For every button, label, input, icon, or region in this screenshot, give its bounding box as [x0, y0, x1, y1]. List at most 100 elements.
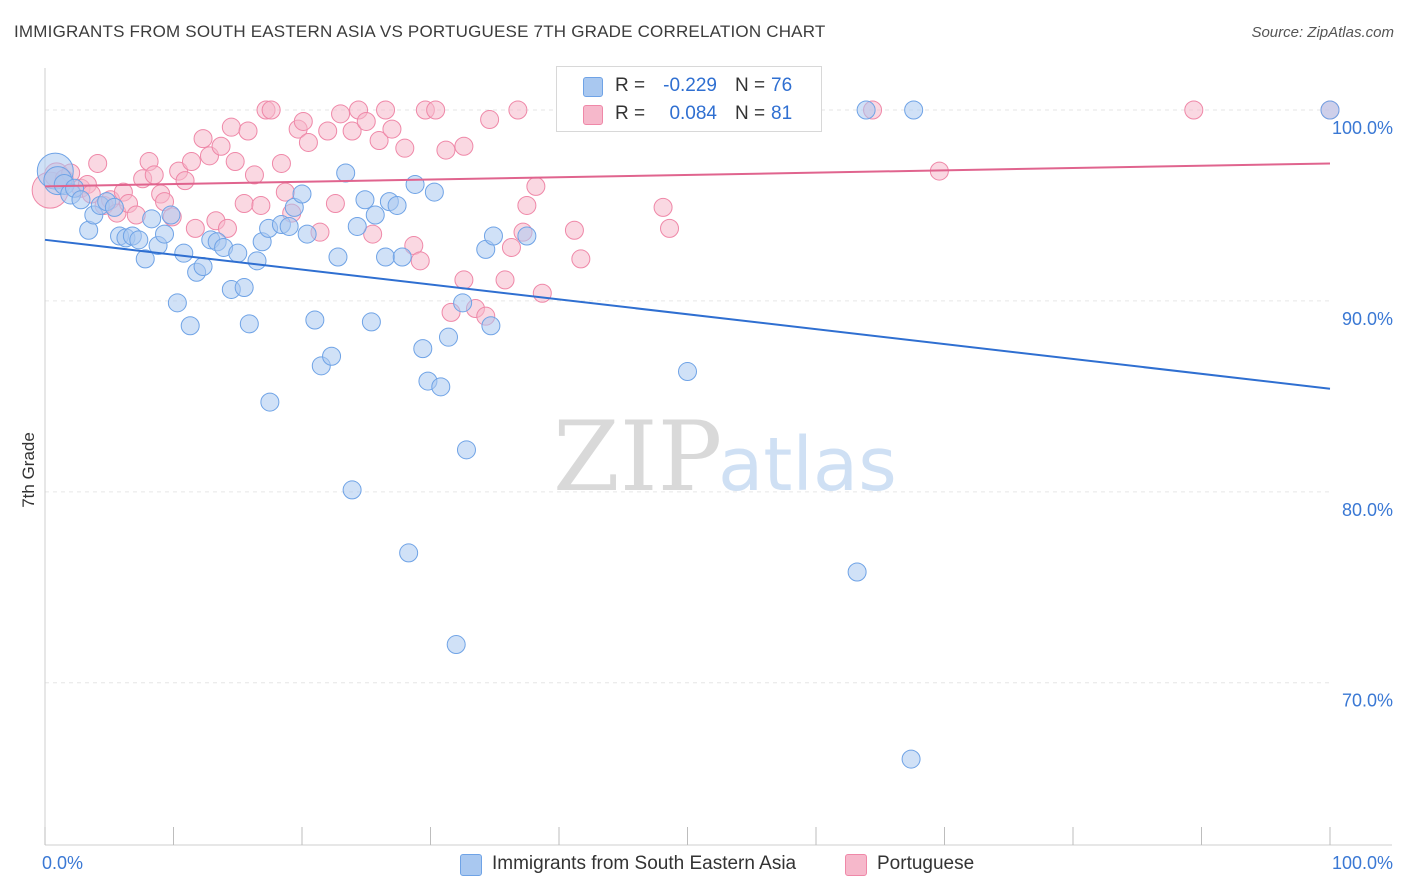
- point-portuguese: [426, 100, 446, 120]
- point-immigrants: [901, 749, 921, 769]
- point-immigrants: [260, 392, 280, 412]
- legend-n-label: N =: [735, 75, 766, 96]
- source-note: Source: ZipAtlas.com: [1251, 24, 1394, 41]
- point-portuguese: [480, 110, 500, 130]
- trendline-portuguese: [44, 162, 1331, 188]
- point-immigrants: [446, 635, 466, 655]
- point-immigrants: [376, 247, 396, 267]
- legend-swatch-pink: [845, 854, 867, 876]
- point-immigrants: [438, 327, 458, 347]
- point-portuguese: [221, 117, 241, 137]
- point-portuguese: [395, 138, 415, 158]
- point-immigrants: [297, 224, 317, 244]
- point-immigrants: [336, 163, 356, 183]
- point-immigrants: [847, 562, 867, 582]
- point-immigrants: [239, 314, 259, 334]
- point-immigrants: [322, 346, 342, 366]
- legend-item-immigrants[interactable]: Immigrants from South Eastern Asia: [460, 852, 820, 876]
- point-portuguese: [293, 111, 313, 131]
- x-tick-label: 0.0%: [42, 853, 83, 873]
- point-immigrants: [328, 247, 348, 267]
- point-immigrants: [135, 249, 155, 269]
- point-portuguese: [517, 195, 537, 215]
- point-immigrants: [71, 190, 91, 210]
- point-portuguese: [410, 251, 430, 271]
- point-portuguese: [211, 136, 231, 156]
- point-immigrants: [365, 205, 385, 225]
- point-portuguese: [318, 121, 338, 141]
- point-portuguese: [508, 100, 528, 120]
- point-portuguese: [1184, 100, 1204, 120]
- point-portuguese: [88, 153, 108, 173]
- point-immigrants: [174, 243, 194, 263]
- legend-label-immigrants: Immigrants from South Eastern Asia: [492, 853, 797, 874]
- point-immigrants: [142, 209, 162, 229]
- series-legend: Immigrants from South Eastern Asia Portu…: [0, 852, 1406, 878]
- point-portuguese: [356, 111, 376, 131]
- point-immigrants: [247, 251, 267, 271]
- y-tick-label: 70.0%: [1342, 691, 1393, 711]
- point-immigrants: [405, 174, 425, 194]
- point-portuguese: [454, 136, 474, 156]
- trendline-immigrants: [44, 238, 1331, 390]
- point-portuguese: [564, 220, 584, 240]
- point-immigrants: [399, 543, 419, 563]
- point-portuguese: [217, 218, 237, 238]
- correlation-legend: R = -0.229 N = 76 R = 0.084 N = 81: [556, 66, 822, 132]
- point-portuguese: [181, 152, 201, 172]
- point-immigrants: [155, 224, 175, 244]
- point-portuguese: [369, 131, 389, 151]
- legend-swatch-blue: [583, 77, 603, 97]
- point-immigrants: [279, 216, 299, 236]
- point-immigrants: [453, 293, 473, 313]
- point-portuguese: [234, 194, 254, 214]
- point-immigrants: [305, 310, 325, 330]
- point-portuguese: [298, 132, 318, 152]
- point-portuguese: [454, 270, 474, 290]
- point-immigrants: [347, 216, 367, 236]
- y-tick-label: 90.0%: [1342, 309, 1393, 329]
- point-immigrants: [234, 278, 254, 298]
- y-tick-label: 100.0%: [1332, 118, 1393, 138]
- point-immigrants: [904, 100, 924, 120]
- point-immigrants: [483, 226, 503, 246]
- point-immigrants: [856, 100, 876, 120]
- point-portuguese: [251, 195, 271, 215]
- point-immigrants: [424, 182, 444, 202]
- point-portuguese: [271, 153, 291, 173]
- point-portuguese: [238, 121, 258, 141]
- legend-row-pink: R = 0.084 N = 81: [557, 101, 821, 129]
- point-portuguese: [571, 249, 591, 269]
- point-portuguese: [382, 119, 402, 139]
- point-immigrants: [167, 293, 187, 313]
- point-immigrants: [292, 184, 312, 204]
- point-immigrants: [517, 226, 537, 246]
- point-immigrants: [431, 377, 451, 397]
- point-immigrants: [678, 362, 697, 382]
- point-immigrants: [456, 440, 476, 460]
- point-immigrants: [180, 316, 200, 336]
- y-tick-label: 80.0%: [1342, 500, 1393, 520]
- legend-r-value: -0.229: [663, 75, 717, 96]
- point-immigrants: [161, 205, 181, 225]
- point-portuguese: [193, 129, 213, 149]
- point-immigrants: [392, 247, 412, 267]
- point-portuguese: [363, 224, 383, 244]
- point-portuguese: [653, 197, 673, 217]
- legend-n-value: 76: [771, 75, 793, 96]
- point-immigrants: [1320, 100, 1340, 120]
- point-portuguese: [331, 104, 351, 124]
- watermark: ZIP atlas: [553, 401, 897, 513]
- legend-r-label: R =: [615, 103, 646, 124]
- legend-item-portuguese[interactable]: Portuguese: [845, 852, 995, 876]
- legend-r-value: 0.084: [669, 103, 717, 124]
- point-immigrants: [129, 230, 149, 250]
- point-immigrants: [387, 195, 407, 215]
- point-portuguese: [526, 176, 546, 196]
- legend-n-value: 81: [771, 103, 793, 124]
- point-immigrants: [355, 190, 375, 210]
- chart-title: IMMIGRANTS FROM SOUTH EASTERN ASIA VS PO…: [14, 22, 826, 41]
- legend-swatch-blue: [460, 854, 482, 876]
- point-portuguese: [342, 121, 362, 141]
